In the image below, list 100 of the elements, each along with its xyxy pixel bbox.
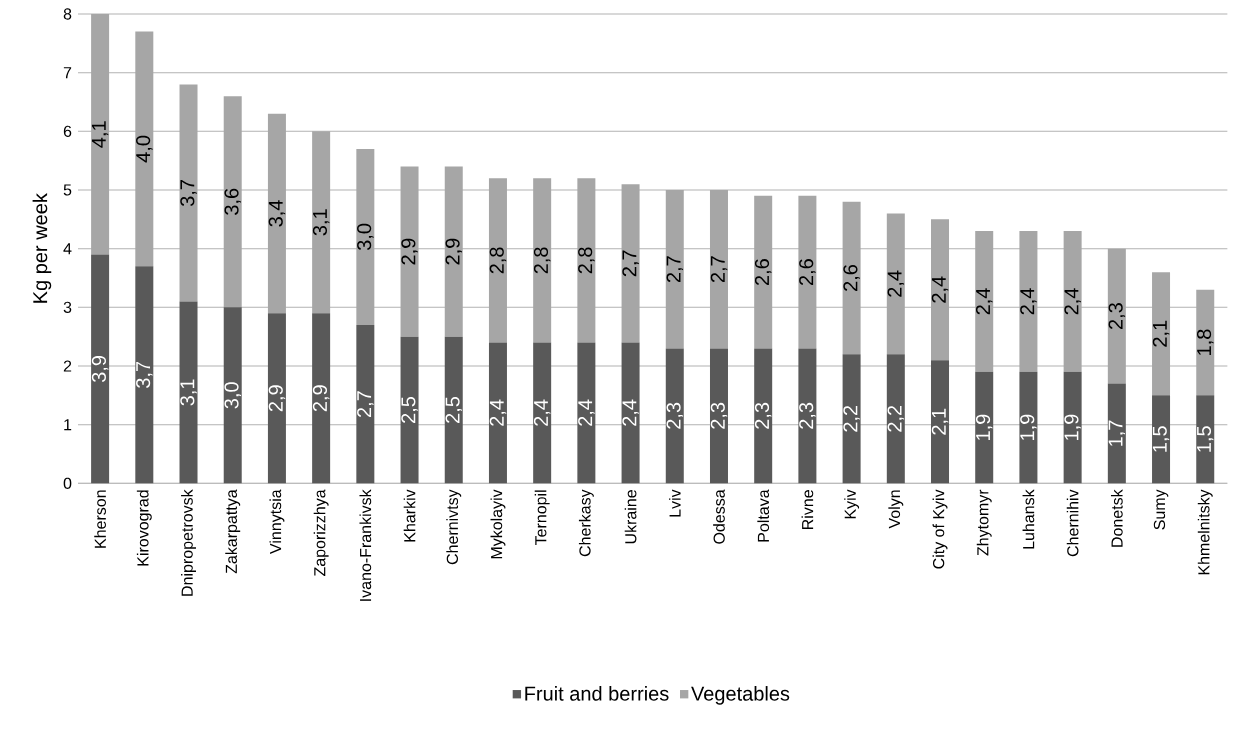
x-tick-label: Zakarpattya (225, 489, 241, 574)
data-label: 2,8 (578, 247, 595, 274)
bar (1063, 231, 1082, 372)
bar (931, 360, 950, 484)
bar (179, 301, 198, 484)
data-label: 3,7 (136, 361, 153, 388)
data-label: 3,4 (268, 200, 286, 227)
bar (312, 313, 331, 484)
x-tick-label: Lviv (668, 489, 681, 517)
y-tick-label: 6 (63, 125, 72, 137)
data-label: 2,6 (843, 264, 860, 291)
bar (1196, 289, 1215, 396)
bar (488, 178, 507, 343)
bar (1107, 383, 1126, 484)
x-tick-label: Vinnytsia (269, 489, 285, 554)
bar (1152, 272, 1171, 396)
bar (135, 266, 154, 484)
x-tick-label: Kharkiv (403, 489, 416, 542)
x-tick-label: Dnipropetrovsk (181, 489, 196, 596)
data-label: 2,3 (666, 402, 684, 429)
bar (1196, 395, 1215, 484)
bar (223, 96, 242, 308)
bar (931, 219, 950, 361)
x-tick-label: Zaporizzhya (313, 489, 329, 577)
bar (709, 190, 728, 349)
data-label: 2,9 (445, 238, 463, 265)
data-label: 2,8 (489, 247, 507, 274)
data-label: 2,3 (1108, 303, 1126, 330)
x-tick-label: Rivne (801, 490, 814, 529)
bar (444, 336, 463, 484)
bar (577, 342, 596, 484)
data-label: 4,1 (91, 121, 109, 148)
bar (356, 324, 375, 484)
x-tick-label: City of Kyiv (932, 489, 948, 569)
data-label: 2,4 (1020, 288, 1037, 315)
bar (842, 354, 861, 484)
bar (223, 307, 242, 484)
bar (1107, 248, 1126, 384)
y-tick-label: 3 (63, 301, 72, 313)
data-label: 2,7 (666, 256, 684, 283)
bar (975, 371, 994, 484)
x-tick-label: Kyiv (844, 489, 860, 519)
data-label: 3,0 (357, 223, 374, 251)
x-tick-label: Cherkasy (578, 489, 594, 557)
y-tick-label: 7 (63, 67, 72, 79)
data-label: 1,5 (1197, 426, 1214, 452)
data-label: 2,4 (489, 399, 507, 426)
data-label: 1,9 (1064, 414, 1081, 440)
bar (312, 131, 331, 314)
bar (533, 178, 552, 343)
bar (1063, 371, 1082, 484)
data-label: 2,3 (710, 402, 728, 429)
bar (400, 166, 419, 337)
x-tick-label: Mykolayiv (490, 489, 506, 559)
data-label: 2,4 (887, 270, 905, 297)
data-label: 2,7 (710, 256, 728, 283)
bar (886, 354, 905, 484)
data-label: 2,4 (975, 288, 993, 315)
bar (621, 342, 640, 484)
data-label: 2,8 (533, 247, 551, 274)
bar (533, 342, 552, 484)
x-tick-label: Ternopil (534, 490, 550, 546)
data-label: 1,8 (1196, 329, 1214, 355)
bar (665, 190, 684, 349)
y-tick-label: 2 (63, 360, 72, 372)
legend-label: Vegetables (691, 686, 790, 705)
data-label: 2,9 (312, 385, 330, 412)
x-tick-label: Ukraine (624, 490, 637, 544)
x-tick-label: Odessa (713, 489, 725, 544)
data-label: 2,2 (887, 405, 905, 432)
data-label: 3,6 (224, 188, 241, 215)
x-tick-label: Chernivtsy (446, 489, 462, 565)
x-tick-label: Luhansk (1022, 489, 1035, 549)
x-tick-label: Volyn (888, 490, 904, 529)
bar (975, 231, 994, 372)
bar (267, 313, 286, 484)
data-label: 2,5 (401, 396, 418, 423)
x-tick-label: Ivano-Frankivsk (359, 489, 372, 601)
y-tick-label: 1 (64, 419, 72, 431)
bar (400, 336, 419, 484)
data-label: 2,6 (799, 259, 816, 286)
bar (488, 342, 507, 484)
y-tick-label: 5 (63, 184, 72, 196)
data-label: 3,7 (180, 180, 197, 207)
y-axis-title: Kg per week (32, 193, 52, 303)
data-label: 3,9 (91, 355, 109, 383)
bar (798, 348, 817, 484)
x-tick-label: Poltava (757, 489, 770, 542)
bar (754, 195, 773, 349)
bar (356, 148, 375, 325)
x-tick-label: Khmelnitsky (1197, 489, 1213, 575)
data-label: 2,3 (754, 402, 772, 429)
data-label: 2,9 (268, 385, 286, 412)
data-label: 2,4 (622, 399, 639, 426)
data-label: 2,3 (799, 402, 816, 429)
bar (267, 113, 286, 314)
data-label: 3,1 (312, 209, 330, 236)
data-label: 4,0 (136, 135, 153, 163)
data-label: 1,5 (1152, 426, 1170, 452)
x-tick-label: Kirovograd (136, 490, 152, 566)
